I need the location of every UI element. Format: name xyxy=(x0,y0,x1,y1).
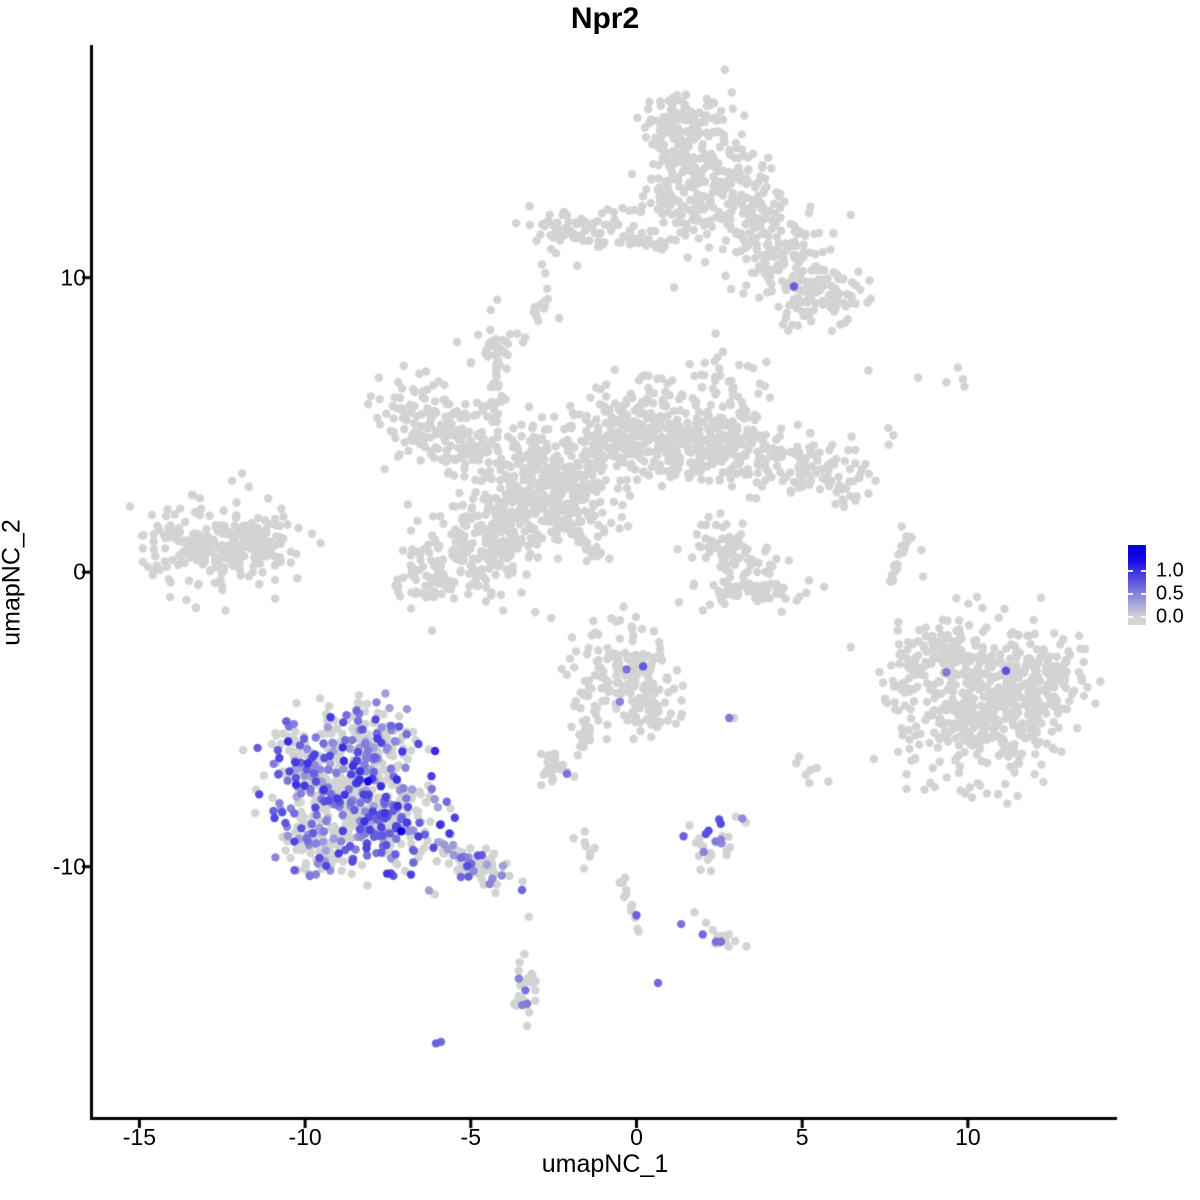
legend-bar-tick-mark xyxy=(1128,592,1133,595)
legend-colorbar xyxy=(1128,545,1146,625)
legend-tick-label: 1.0 xyxy=(1156,559,1184,582)
legend-bar-tick-mark xyxy=(1141,570,1146,573)
legend-bar-tick-mark xyxy=(1128,570,1133,573)
plot-title: Npr2 xyxy=(570,2,640,35)
x-tick-label: 5 xyxy=(795,1124,809,1150)
x-tick-label: -5 xyxy=(460,1124,482,1150)
y-tick-label: -10 xyxy=(52,853,86,880)
x-tick-label: 10 xyxy=(955,1124,981,1150)
legend-bar-tick-mark xyxy=(1128,615,1133,618)
x-tick-label: -15 xyxy=(122,1124,157,1150)
y-tick-label: 0 xyxy=(73,558,86,585)
legend-bar-tick-mark xyxy=(1141,592,1146,595)
x-tick-label: 0 xyxy=(630,1124,643,1150)
legend-tick-label: 0.0 xyxy=(1156,605,1184,628)
y-tick-label: 10 xyxy=(60,264,86,291)
y-axis-label: umapNC_2 xyxy=(0,519,26,646)
x-tick-label: -10 xyxy=(288,1124,322,1150)
legend-bar-tick-mark xyxy=(1141,615,1146,618)
legend-tick-label: 0.5 xyxy=(1156,582,1184,605)
x-axis-label: umapNC_1 xyxy=(541,1150,669,1178)
